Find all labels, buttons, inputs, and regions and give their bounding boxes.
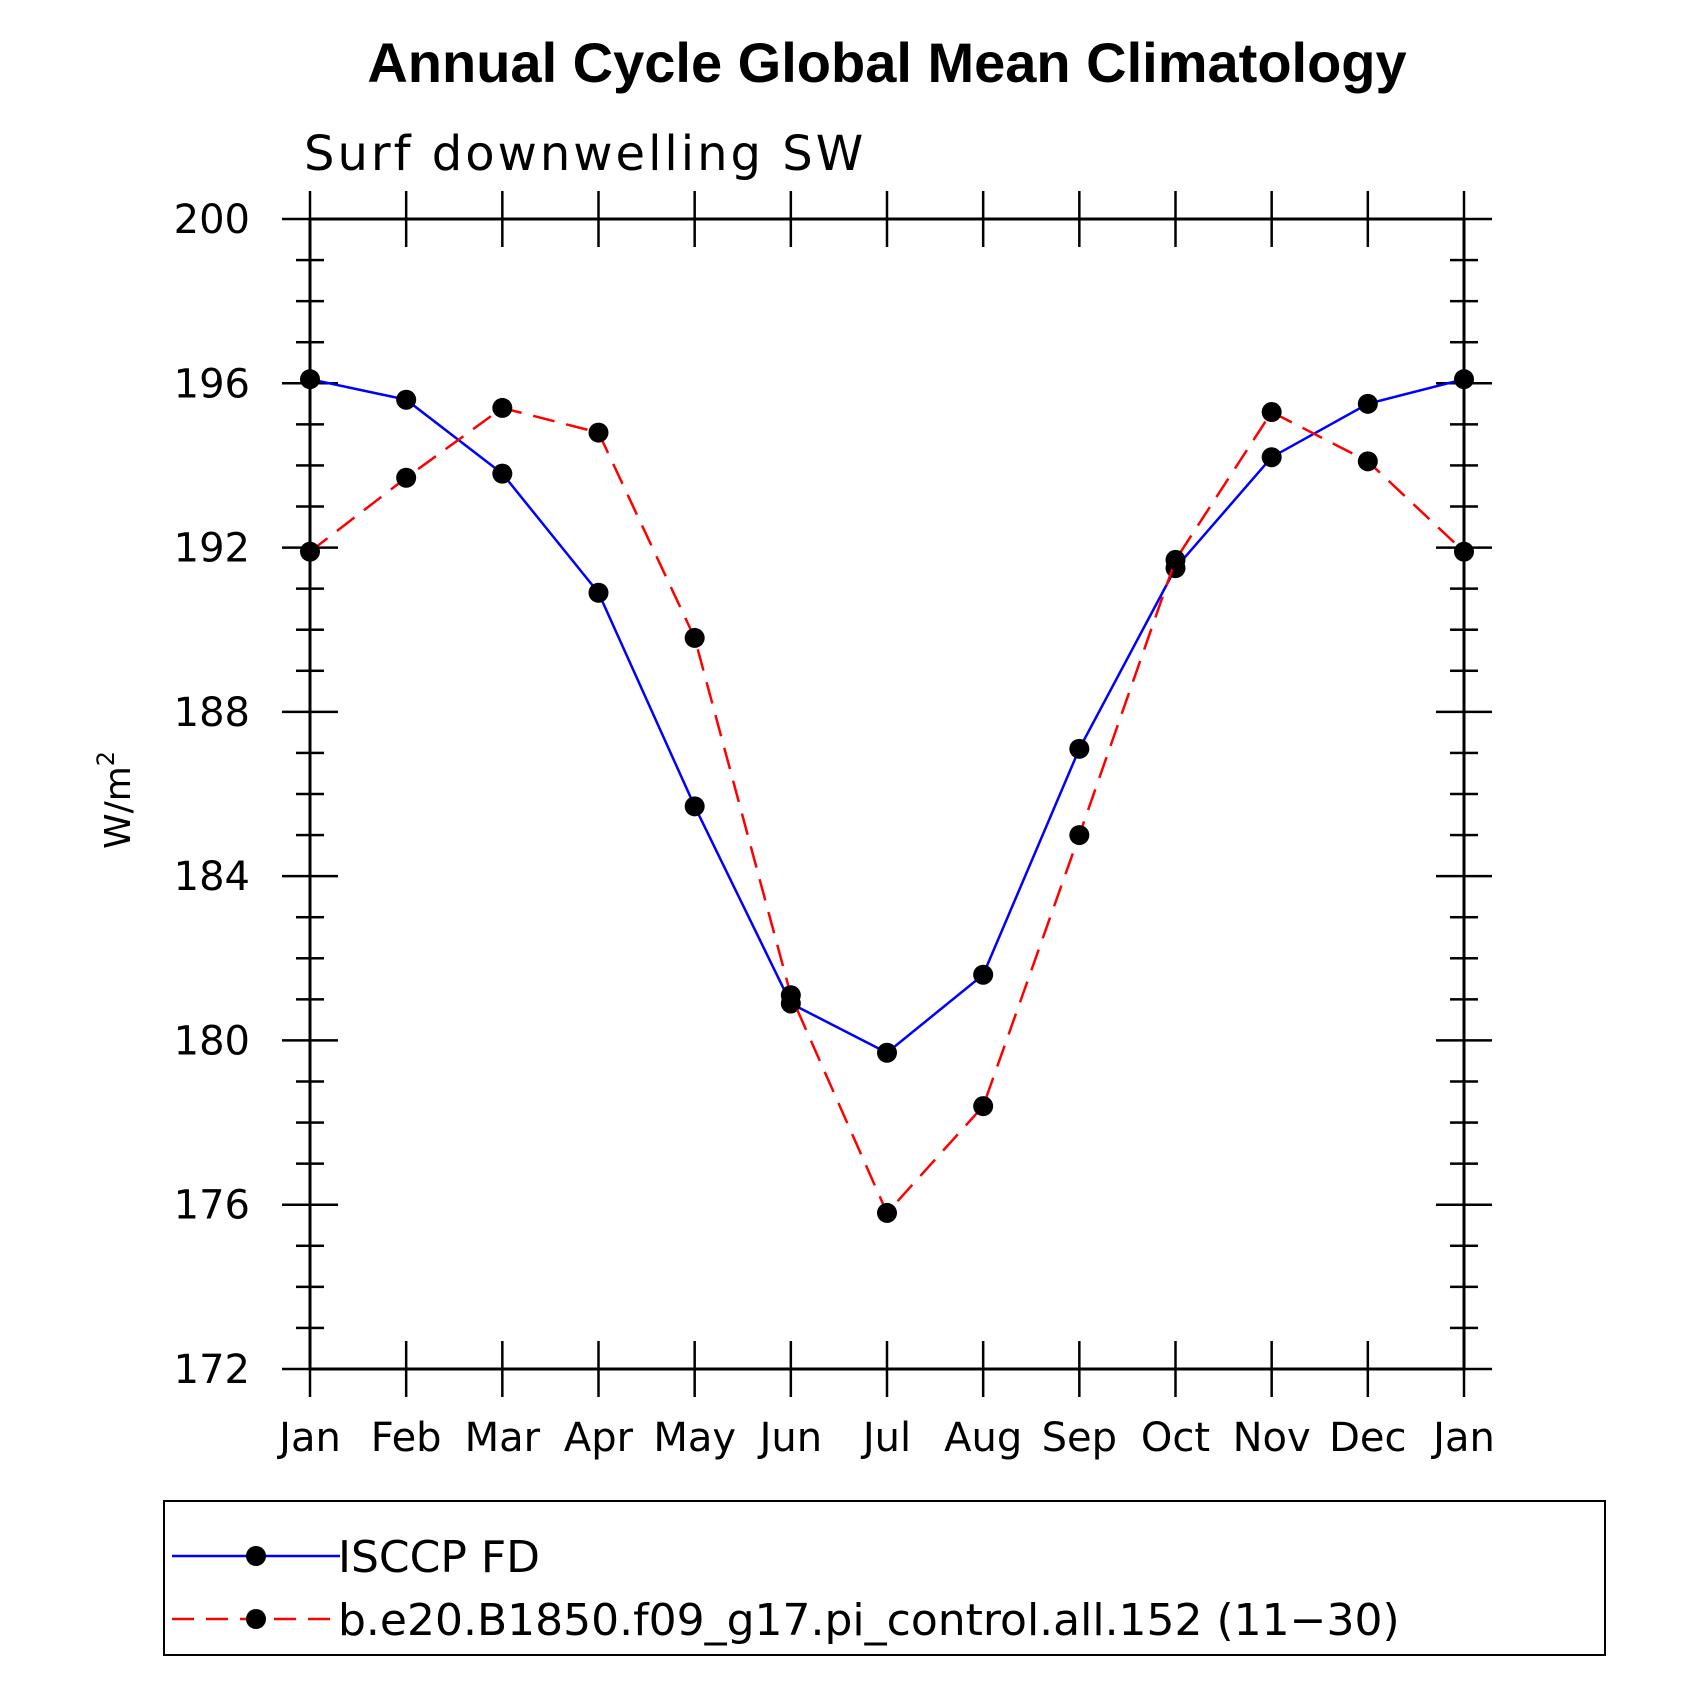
- x-tick-label: Jun: [757, 1415, 823, 1461]
- x-tick-label: Sep: [1042, 1415, 1117, 1461]
- x-tick-label: Feb: [371, 1415, 442, 1461]
- series-1-point: [492, 463, 513, 484]
- legend-box: [163, 1500, 1606, 1656]
- x-tick-label: Dec: [1329, 1415, 1406, 1461]
- series-2-point: [1069, 825, 1090, 846]
- series-1-point: [1261, 447, 1282, 468]
- series-2-point: [1261, 402, 1282, 423]
- y-tick-label: 200: [174, 197, 250, 243]
- series-1-point: [1069, 738, 1090, 759]
- x-tick-label: Oct: [1141, 1415, 1210, 1461]
- x-tick-label: Jan: [276, 1415, 341, 1461]
- legend-marker-1: [246, 1546, 266, 1566]
- series-1-point: [877, 1042, 897, 1063]
- y-tick-label: 196: [174, 361, 250, 407]
- series-2-point: [973, 1096, 994, 1117]
- series-2-point: [684, 627, 705, 648]
- series-1-point: [588, 582, 609, 603]
- y-tick-label: 184: [174, 854, 250, 900]
- series-2-point: [492, 397, 513, 418]
- legend-label-2: b.e20.B1850.f09_g17.pi_control.all.152 (…: [338, 1595, 1400, 1646]
- series-2-point: [1357, 451, 1378, 472]
- series-line-2: [309, 406, 1465, 1216]
- series-2-point: [1454, 541, 1474, 562]
- series-1-point: [1454, 369, 1474, 390]
- x-tick-label: Nov: [1233, 1415, 1311, 1461]
- x-tick-label: Apr: [564, 1415, 634, 1461]
- y-tick-label: 172: [174, 1347, 250, 1393]
- series-2-point: [396, 467, 417, 488]
- series-1-point: [1357, 393, 1378, 414]
- x-tick-label: Mar: [465, 1415, 541, 1461]
- y-tick-label: 176: [174, 1183, 250, 1229]
- series-1-point: [684, 796, 705, 817]
- x-axis: Jan Feb Mar Apr May Jun Jul Aug Sep Oct Nov Dec Jan: [276, 191, 1495, 1461]
- y-tick-label: 180: [174, 1018, 250, 1064]
- series-2-point: [588, 422, 609, 443]
- series-2-point: [300, 541, 320, 562]
- chart-subtitle: Surf downwelling SW: [304, 126, 866, 182]
- series-2-point: [780, 985, 801, 1006]
- series-1-point: [396, 389, 417, 410]
- y-axis-label-main: W/m: [98, 766, 139, 849]
- series-line-1: [309, 377, 1465, 1055]
- x-tick-label: Jul: [860, 1415, 911, 1461]
- series-2-point: [1165, 549, 1186, 570]
- y-tick-label: 188: [174, 690, 250, 736]
- series-1-point: [973, 964, 994, 985]
- y-axis-label-superscript: 2: [92, 751, 120, 766]
- x-tick-label: May: [653, 1415, 736, 1461]
- series-1-point: [300, 369, 320, 390]
- legend-label-1: ISCCP FD: [338, 1532, 540, 1583]
- chart-title: Annual Cycle Global Mean Climatology: [367, 31, 1406, 94]
- plot-frame: [308, 217, 1466, 1371]
- y-tick-label: 192: [174, 526, 250, 572]
- x-tick-label: Aug: [944, 1415, 1022, 1461]
- x-tick-label: Jan: [1430, 1415, 1495, 1461]
- series-layer: [300, 369, 1474, 1223]
- legend: ISCCP FD b.e20.B1850.f09_g17.pi_control.a…: [163, 1500, 1606, 1656]
- series-2-point: [877, 1202, 897, 1223]
- y-axis: 172 176 180 184 188 192 196 200: [174, 197, 1492, 1393]
- legend-marker-2: [246, 1609, 266, 1629]
- legend-entries: ISCCP FD b.e20.B1850.f09_g17.pi_control.a…: [172, 1532, 1400, 1646]
- y-axis-label: W/m2: [92, 751, 139, 849]
